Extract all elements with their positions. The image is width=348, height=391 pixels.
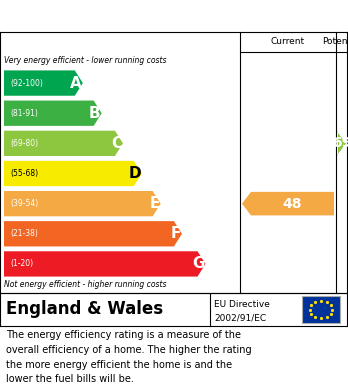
Polygon shape [4, 221, 182, 246]
Polygon shape [4, 100, 102, 126]
Text: Current: Current [271, 38, 305, 47]
Text: EU Directive: EU Directive [214, 300, 270, 309]
Text: England & Wales: England & Wales [6, 301, 163, 319]
Text: 69: 69 [332, 136, 348, 151]
Text: (21-38): (21-38) [10, 229, 38, 238]
Text: Not energy efficient - higher running costs: Not energy efficient - higher running co… [4, 280, 166, 289]
Text: Potential: Potential [322, 38, 348, 47]
Polygon shape [4, 131, 123, 156]
Text: A: A [70, 75, 82, 91]
Polygon shape [242, 192, 334, 215]
Polygon shape [4, 161, 142, 186]
Text: (69-80): (69-80) [10, 139, 38, 148]
Text: G: G [192, 256, 205, 271]
Text: D: D [128, 166, 141, 181]
Text: The energy efficiency rating is a measure of the
overall efficiency of a home. T: The energy efficiency rating is a measur… [6, 330, 252, 384]
Text: C: C [111, 136, 122, 151]
Polygon shape [4, 191, 161, 216]
Text: F: F [171, 226, 181, 241]
Polygon shape [4, 251, 206, 276]
Text: B: B [89, 106, 101, 121]
Text: Very energy efficient - lower running costs: Very energy efficient - lower running co… [4, 56, 166, 65]
Text: (55-68): (55-68) [10, 169, 38, 178]
Text: E: E [149, 196, 160, 211]
Text: Energy Efficiency Rating: Energy Efficiency Rating [8, 9, 229, 23]
Text: (1-20): (1-20) [10, 260, 33, 269]
Text: 48: 48 [283, 197, 302, 211]
Text: (81-91): (81-91) [10, 109, 38, 118]
Text: (92-100): (92-100) [10, 79, 43, 88]
Text: 2002/91/EC: 2002/91/EC [214, 313, 266, 322]
Text: (39-54): (39-54) [10, 199, 38, 208]
Bar [302, 296, 340, 323]
Polygon shape [337, 132, 346, 155]
Polygon shape [4, 70, 83, 96]
